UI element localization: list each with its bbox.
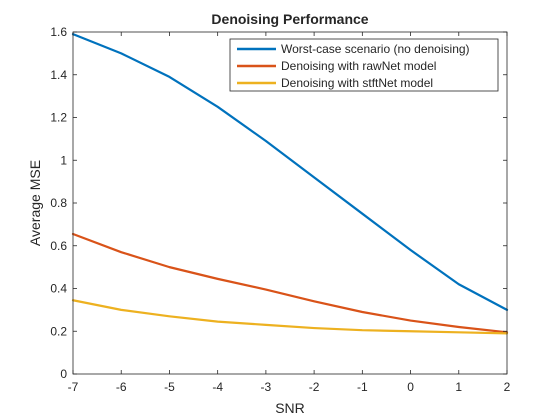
y-tick-label: 0.8 bbox=[50, 196, 67, 210]
x-tick-label: 2 bbox=[504, 380, 511, 394]
legend-label-1: Denoising with rawNet model bbox=[281, 59, 436, 73]
x-tick-label: -4 bbox=[212, 380, 223, 394]
chart-title: Denoising Performance bbox=[211, 11, 368, 27]
x-tick-label: 0 bbox=[407, 380, 414, 394]
y-tick-label: 1.6 bbox=[50, 25, 67, 39]
y-tick-label: 0.4 bbox=[50, 282, 67, 296]
y-tick-label: 1.2 bbox=[50, 111, 67, 125]
x-tick-label: -6 bbox=[116, 380, 127, 394]
y-tick-label: 1.4 bbox=[50, 68, 67, 82]
y-tick-label: 0.6 bbox=[50, 239, 67, 253]
x-tick-label: 1 bbox=[455, 380, 462, 394]
y-tick-label: 0 bbox=[60, 367, 67, 381]
x-tick-label: -1 bbox=[357, 380, 368, 394]
legend-label-2: Denoising with stftNet model bbox=[281, 76, 433, 90]
series-layer bbox=[71, 33, 509, 335]
x-tick-label: -7 bbox=[68, 380, 79, 394]
ticks-layer: -7 -6 -5 -4 -3 -2 -1 0 1 2 0 0.2 0.4 0.6 0.8 1 1.2 1.4 1.6 bbox=[50, 25, 510, 394]
series-line-1 bbox=[71, 232, 509, 334]
y-tick-label: 1 bbox=[60, 153, 67, 167]
legend-label-0: Worst-case scenario (no denoising) bbox=[281, 42, 470, 56]
y-tick-label: 0.2 bbox=[50, 324, 67, 338]
x-tick-label: -5 bbox=[164, 380, 175, 394]
y-axis-label: Average MSE bbox=[27, 160, 43, 246]
x-tick-label: -3 bbox=[261, 380, 272, 394]
series-line-0 bbox=[71, 33, 509, 311]
legend: Worst-case scenario (no denoising) Denois… bbox=[229, 38, 499, 92]
x-axis-label: SNR bbox=[275, 400, 305, 416]
series-line-2 bbox=[71, 299, 509, 335]
x-tick-label: -2 bbox=[309, 380, 320, 394]
